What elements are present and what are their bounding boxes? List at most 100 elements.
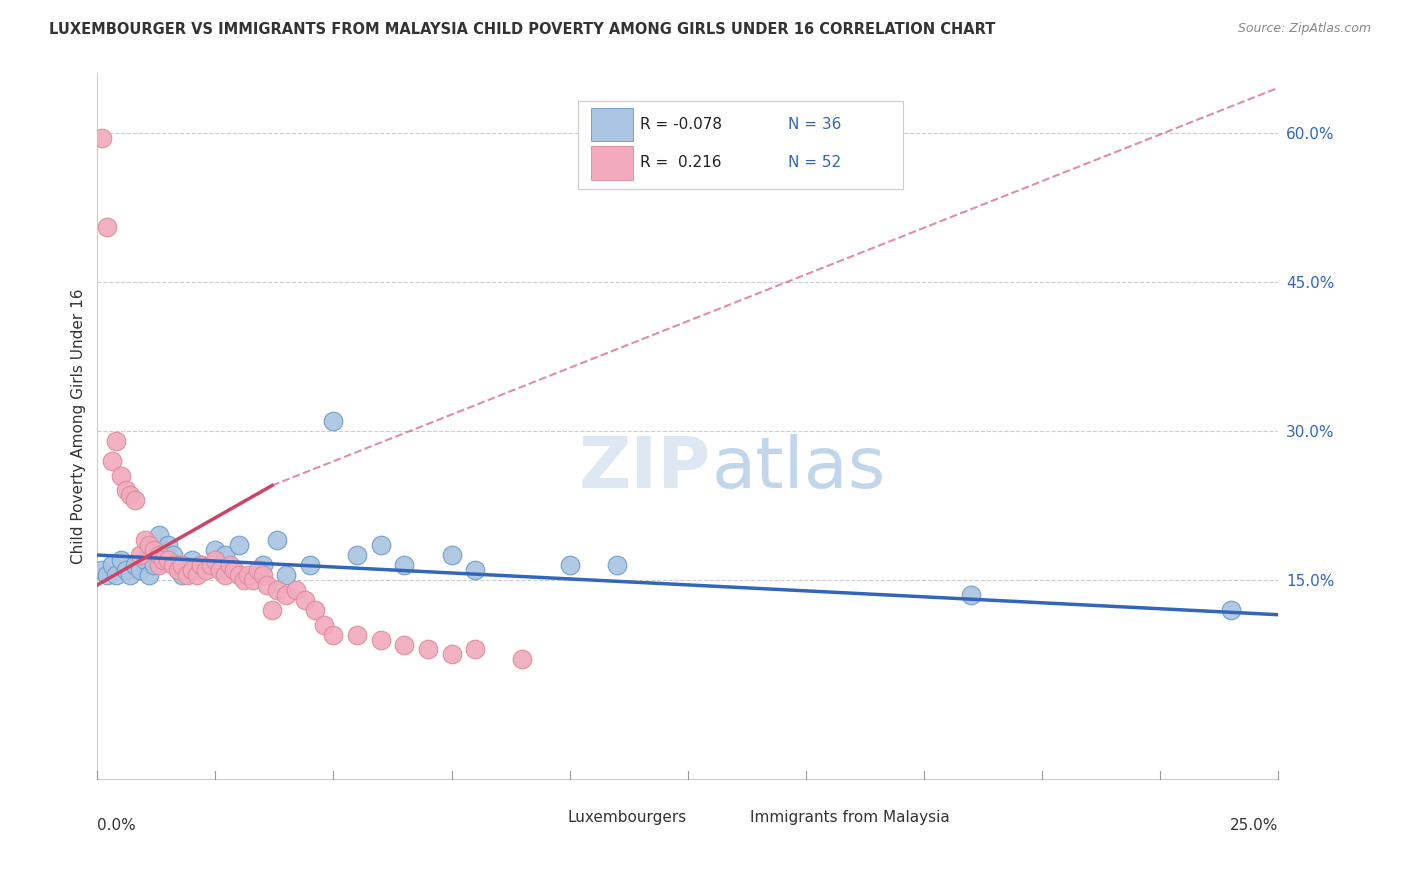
FancyBboxPatch shape bbox=[578, 101, 903, 189]
Point bbox=[200, 558, 222, 572]
Point bbox=[322, 627, 344, 641]
Point bbox=[100, 558, 122, 572]
Point bbox=[148, 528, 170, 542]
Point bbox=[114, 563, 136, 577]
Point bbox=[322, 414, 344, 428]
Point bbox=[256, 578, 278, 592]
Point bbox=[232, 573, 254, 587]
Point bbox=[394, 558, 416, 572]
Point bbox=[114, 483, 136, 498]
Text: N = 52: N = 52 bbox=[787, 155, 841, 170]
Point bbox=[120, 488, 142, 502]
Point bbox=[228, 538, 250, 552]
Text: 25.0%: 25.0% bbox=[1230, 819, 1278, 833]
Point bbox=[370, 632, 392, 647]
Point bbox=[176, 568, 198, 582]
Point bbox=[143, 543, 166, 558]
Point bbox=[96, 220, 118, 235]
Point bbox=[105, 434, 128, 448]
Point bbox=[464, 563, 486, 577]
Text: R = -0.078: R = -0.078 bbox=[640, 117, 723, 132]
Text: Luxembourgers: Luxembourgers bbox=[567, 810, 686, 825]
Point bbox=[157, 553, 180, 567]
Point bbox=[186, 568, 208, 582]
Point bbox=[242, 573, 264, 587]
Point bbox=[252, 558, 274, 572]
FancyBboxPatch shape bbox=[591, 145, 633, 179]
Point bbox=[224, 563, 246, 577]
Point bbox=[138, 568, 160, 582]
Point bbox=[190, 558, 212, 572]
Y-axis label: Child Poverty Among Girls Under 16: Child Poverty Among Girls Under 16 bbox=[72, 288, 86, 564]
Point bbox=[91, 130, 114, 145]
Point bbox=[440, 548, 463, 562]
Point bbox=[124, 493, 146, 508]
Point bbox=[105, 568, 128, 582]
Point bbox=[120, 568, 142, 582]
Point bbox=[148, 548, 170, 562]
Text: Immigrants from Malaysia: Immigrants from Malaysia bbox=[751, 810, 950, 825]
Point bbox=[512, 652, 534, 666]
Point bbox=[238, 568, 260, 582]
Point bbox=[276, 568, 298, 582]
Point bbox=[204, 553, 226, 567]
Point bbox=[246, 563, 269, 577]
Point bbox=[166, 563, 188, 577]
Point bbox=[110, 553, 132, 567]
Point bbox=[124, 558, 146, 572]
Point bbox=[304, 603, 326, 617]
Point bbox=[138, 538, 160, 552]
Point bbox=[204, 543, 226, 558]
Point bbox=[166, 558, 188, 572]
Text: LUXEMBOURGER VS IMMIGRANTS FROM MALAYSIA CHILD POVERTY AMONG GIRLS UNDER 16 CORR: LUXEMBOURGER VS IMMIGRANTS FROM MALAYSIA… bbox=[49, 22, 995, 37]
FancyBboxPatch shape bbox=[531, 804, 562, 831]
Point bbox=[214, 548, 236, 562]
Point bbox=[172, 568, 194, 582]
Text: ZIP: ZIP bbox=[579, 434, 711, 503]
Text: R =  0.216: R = 0.216 bbox=[640, 155, 721, 170]
Point bbox=[218, 558, 240, 572]
Point bbox=[294, 592, 316, 607]
Point bbox=[194, 563, 217, 577]
Point bbox=[162, 548, 184, 562]
Point bbox=[960, 588, 983, 602]
Point bbox=[110, 468, 132, 483]
Point bbox=[96, 568, 118, 582]
Point bbox=[180, 553, 202, 567]
Point bbox=[134, 553, 156, 567]
Point bbox=[128, 563, 150, 577]
Text: Source: ZipAtlas.com: Source: ZipAtlas.com bbox=[1237, 22, 1371, 36]
Point bbox=[266, 582, 288, 597]
Point bbox=[276, 588, 298, 602]
Point bbox=[100, 453, 122, 467]
Point bbox=[284, 582, 307, 597]
Point bbox=[262, 603, 284, 617]
Text: atlas: atlas bbox=[711, 434, 886, 503]
FancyBboxPatch shape bbox=[591, 108, 633, 142]
Point bbox=[143, 558, 166, 572]
Point bbox=[180, 563, 202, 577]
Point bbox=[228, 568, 250, 582]
Point bbox=[346, 548, 368, 562]
Point bbox=[312, 617, 335, 632]
Point bbox=[464, 642, 486, 657]
Point bbox=[416, 642, 439, 657]
Point bbox=[209, 563, 232, 577]
Point bbox=[370, 538, 392, 552]
Point bbox=[128, 548, 150, 562]
Point bbox=[148, 558, 170, 572]
Point bbox=[152, 553, 174, 567]
Point bbox=[162, 558, 184, 572]
Point bbox=[266, 533, 288, 548]
Text: N = 36: N = 36 bbox=[787, 117, 841, 132]
Point bbox=[172, 558, 194, 572]
Point bbox=[1219, 603, 1241, 617]
FancyBboxPatch shape bbox=[714, 804, 745, 831]
Point bbox=[346, 627, 368, 641]
Text: 0.0%: 0.0% bbox=[97, 819, 136, 833]
Point bbox=[606, 558, 628, 572]
Point bbox=[252, 568, 274, 582]
Point bbox=[440, 648, 463, 662]
Point bbox=[394, 638, 416, 652]
Point bbox=[298, 558, 321, 572]
